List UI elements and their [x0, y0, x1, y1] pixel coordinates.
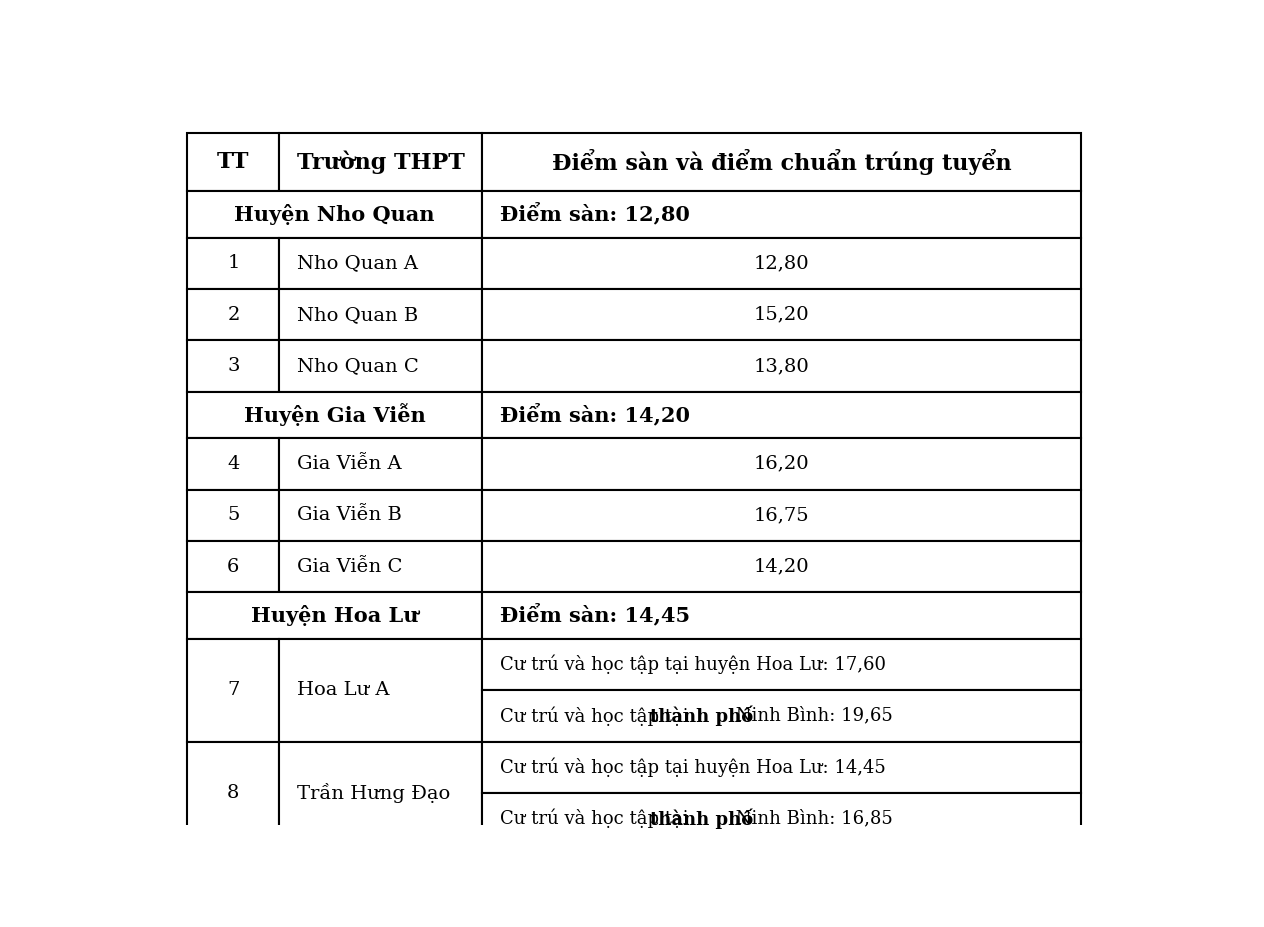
Text: thành phố: thành phố [650, 705, 753, 726]
Bar [482, 742, 1081, 793]
Text: Cư trú và học tập tại huyện Hoa Lư: 17,60: Cư trú và học tập tại huyện Hoa Lư: 17,6… [499, 654, 886, 674]
Bar [279, 438, 482, 489]
Text: 4: 4 [228, 455, 240, 473]
Bar [279, 237, 482, 289]
Text: TT: TT [217, 151, 250, 173]
Bar [187, 742, 279, 844]
Bar [187, 237, 279, 289]
Bar [482, 438, 1081, 489]
Bar [482, 133, 1081, 191]
Text: Nho Quan A: Nho Quan A [297, 254, 418, 273]
Bar [187, 392, 482, 438]
Bar [482, 340, 1081, 392]
Bar [187, 639, 279, 742]
Bar [187, 438, 279, 489]
Bar [482, 191, 1081, 237]
Text: Huyện Hoa Lư: Huyện Hoa Lư [252, 605, 418, 626]
Text: Trường THPT: Trường THPT [297, 150, 465, 173]
Text: Ninh Bình: 16,85: Ninh Bình: 16,85 [731, 809, 894, 828]
Bar [482, 541, 1081, 592]
Bar [482, 639, 1081, 690]
Text: 13,80: 13,80 [753, 357, 809, 375]
Bar [482, 489, 1081, 541]
Bar [279, 639, 482, 742]
Text: 3: 3 [228, 357, 240, 375]
Bar [482, 592, 1081, 639]
Text: Cư trú và học tập tại huyện Hoa Lư: 14,45: Cư trú và học tập tại huyện Hoa Lư: 14,4… [499, 757, 886, 777]
Text: Cư trú và học tập tại: Cư trú và học tập tại [499, 706, 694, 726]
Bar [482, 237, 1081, 289]
Text: thành phố: thành phố [650, 808, 753, 829]
Text: Điểm sàn: 12,80: Điểm sàn: 12,80 [499, 203, 690, 225]
Text: Huyện Nho Quan: Huyện Nho Quan [234, 204, 435, 225]
Bar [187, 489, 279, 541]
Bar [482, 690, 1081, 742]
Bar [187, 289, 279, 340]
Text: 2: 2 [228, 306, 240, 324]
Text: 14,20: 14,20 [753, 558, 809, 576]
Text: Điểm sàn và điểm chuẩn trúng tuyển: Điểm sàn và điểm chuẩn trúng tuyển [551, 149, 1011, 175]
Bar [187, 340, 279, 392]
Bar [279, 742, 482, 844]
Bar [482, 793, 1081, 844]
Text: Gia Viễn C: Gia Viễn C [297, 558, 402, 576]
Bar [279, 289, 482, 340]
Text: 7: 7 [228, 681, 240, 699]
Bar [187, 133, 279, 191]
Bar [187, 541, 279, 592]
Text: Trần Hưng Đạo: Trần Hưng Đạo [297, 783, 450, 803]
Text: Nho Quan B: Nho Quan B [297, 306, 418, 324]
Bar [279, 541, 482, 592]
Text: 8: 8 [228, 784, 240, 802]
Text: Điểm sàn: 14,45: Điểm sàn: 14,45 [499, 604, 690, 627]
Text: Gia Viễn A: Gia Viễn A [297, 455, 402, 473]
Text: Gia Viễn B: Gia Viễn B [297, 506, 402, 525]
Bar [482, 392, 1081, 438]
Text: 5: 5 [228, 506, 240, 525]
Text: Huyện Gia Viễn: Huyện Gia Viễn [244, 403, 426, 426]
Bar [279, 340, 482, 392]
Text: 16,75: 16,75 [753, 506, 809, 525]
Text: Cư trú và học tập tại: Cư trú và học tập tại [499, 809, 694, 829]
Text: Điểm sàn: 14,20: Điểm sàn: 14,20 [499, 403, 690, 426]
Text: Nho Quan C: Nho Quan C [297, 357, 418, 375]
Bar [187, 592, 482, 639]
Text: Ninh Bình: 19,65: Ninh Bình: 19,65 [731, 706, 894, 725]
Text: Hoa Lư A: Hoa Lư A [297, 681, 389, 699]
Bar [279, 133, 482, 191]
Bar [482, 289, 1081, 340]
Text: 1: 1 [228, 254, 240, 273]
Bar [187, 191, 482, 237]
Text: 16,20: 16,20 [753, 455, 809, 473]
Bar [279, 489, 482, 541]
Text: 15,20: 15,20 [753, 306, 809, 324]
Text: 12,80: 12,80 [753, 254, 809, 273]
Text: 6: 6 [228, 558, 240, 576]
